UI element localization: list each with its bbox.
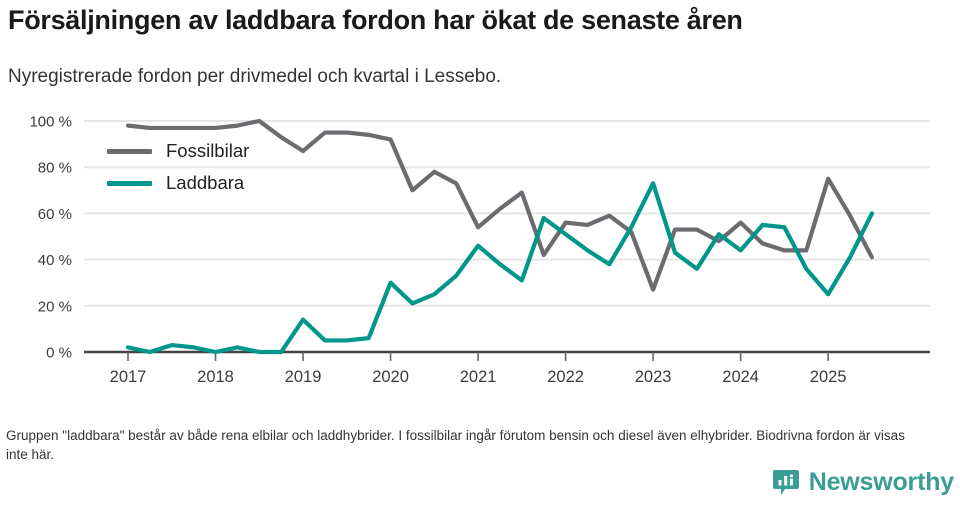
y-axis-tick-label: 60 % [38,206,72,223]
x-axis-tick-label: 2020 [372,368,409,386]
legend-label-laddbara: Laddbara [166,172,245,193]
line-chart-svg: 0 % 20 % 40 % 60 % 80 % 100 % 2017 2018 2019 2020… [29,114,930,386]
legend-swatch-laddbara [107,180,152,186]
x-axis-tick-label: 2024 [722,368,759,386]
x-axis-tick-label: 2021 [460,368,497,386]
series-line-fossilbilar [125,118,875,292]
legend-item-laddbara[interactable]: Laddbara [107,170,249,196]
chart-footnote: Gruppen "laddbara" består av både rena e… [6,428,905,462]
plot-area: 0 % 20 % 40 % 60 % 80 % 100 % 2017 2018 2019 2020… [0,105,960,390]
brand-name: Newsworthy [808,467,954,496]
y-axis-tick-label: 0 % [46,345,72,362]
bar-chart-bubble-icon [772,470,799,495]
x-axis-tick-label: 2019 [285,368,322,386]
brand-logo: Newsworthy [772,468,954,496]
legend-label-fossilbilar: Fossilbilar [166,140,250,161]
x-axis-tick-label: 2022 [547,368,584,386]
chart-legend: Fossilbilar Laddbara [107,138,249,202]
series-line-laddbara [125,181,875,355]
legend-swatch-fossilbilar [107,148,152,154]
x-axis-tick-label: 2017 [110,368,147,386]
y-axis-tick-label: 100 % [29,114,72,131]
legend-item-fossilbilar[interactable]: Fossilbilar [107,138,249,164]
x-axis-tick-label: 2025 [810,368,847,386]
x-axis-tick-label: 2023 [635,368,672,386]
page-title: Försäljningen av laddbara fordon har öka… [8,5,743,35]
chart-subtitle: Nyregistrerade fordon per drivmedel och … [8,66,502,87]
y-axis-tick-label: 40 % [38,252,72,269]
x-axis-tick-label: 2018 [197,368,234,386]
y-axis-tick-label: 80 % [38,160,72,177]
y-axis-tick-label: 20 % [38,298,72,315]
